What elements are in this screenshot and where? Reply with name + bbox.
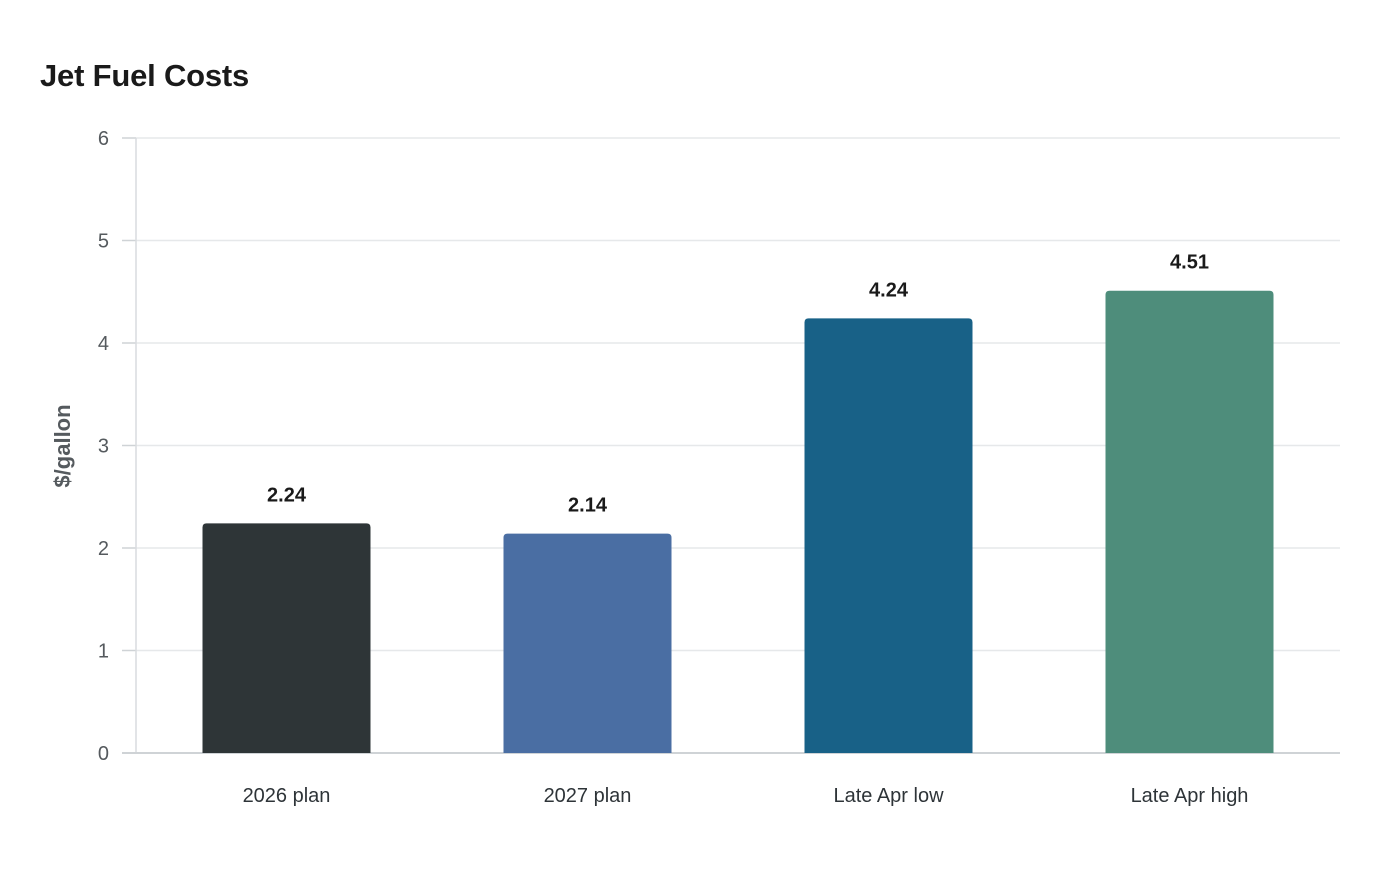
labels: 2.24 2026 plan 2.14 2027 plan 4.24 Late Apr l…: [243, 252, 1249, 807]
data-label: 2.24: [267, 484, 307, 506]
bar: [804, 318, 973, 753]
y-axis-title: $/gallon: [50, 404, 75, 487]
y-tick-label: 6: [98, 128, 109, 150]
x-tick-label: 2026 plan: [243, 785, 331, 807]
data-label: 2.14: [568, 495, 608, 517]
y-tick-label: 1: [98, 641, 109, 663]
x-tick-label: Late Apr low: [833, 785, 944, 807]
y-tick-label: 5: [98, 231, 109, 253]
chart-title: Jet Fuel Costs: [40, 58, 250, 93]
y-tick-label: 0: [98, 743, 109, 765]
x-tick-label: Late Apr high: [1131, 785, 1249, 807]
data-label: 4.51: [1170, 252, 1209, 274]
bar: [503, 533, 672, 753]
data-label: 4.24: [869, 279, 909, 301]
x-tick-label: 2027 plan: [544, 785, 632, 807]
y-tick-label: 4: [98, 333, 109, 355]
y-tick-label: 3: [98, 436, 109, 458]
bars: [202, 290, 1274, 753]
bar: [1105, 290, 1274, 753]
y-tick-label: 2: [98, 538, 109, 560]
bar: [202, 523, 371, 753]
